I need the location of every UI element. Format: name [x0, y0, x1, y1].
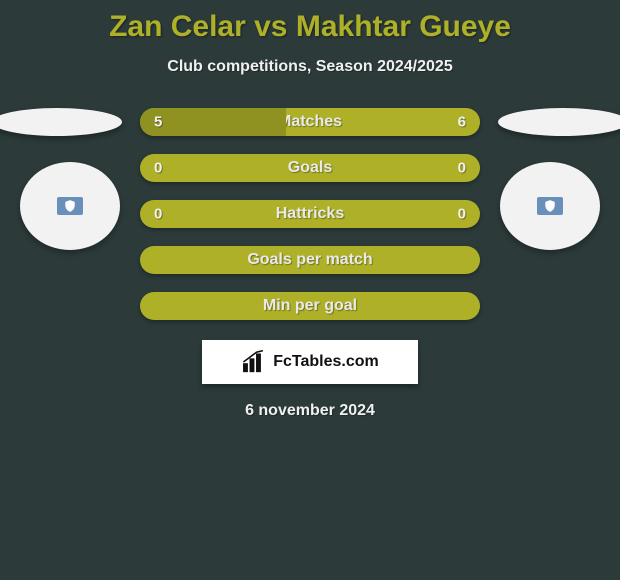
stat-label: Min per goal — [263, 297, 357, 315]
player-right-flag — [537, 197, 563, 215]
stat-label: Goals per match — [247, 251, 372, 269]
stat-value-left: 0 — [154, 160, 162, 177]
player-left-shadow — [0, 108, 122, 136]
player-right-badge — [500, 162, 600, 250]
stat-row: Goals per match — [140, 246, 480, 274]
shield-icon — [63, 199, 77, 213]
stat-value-right: 6 — [458, 114, 466, 131]
stat-value-left: 0 — [154, 206, 162, 223]
date-text: 6 november 2024 — [0, 402, 620, 420]
shield-icon — [543, 199, 557, 213]
stat-label: Hattricks — [276, 205, 344, 223]
player-left-flag — [57, 197, 83, 215]
stat-value-right: 0 — [458, 160, 466, 177]
comparison-card: Zan Celar vs Makhtar Gueye Club competit… — [0, 0, 620, 580]
stat-value-left: 5 — [154, 114, 162, 131]
stat-row: 5 Matches 6 — [140, 108, 480, 136]
player-left-badge — [20, 162, 120, 250]
stat-row: 0 Goals 0 — [140, 154, 480, 182]
stat-label: Matches — [278, 113, 342, 131]
stat-row: 0 Hattricks 0 — [140, 200, 480, 228]
stat-label: Goals — [288, 159, 332, 177]
stat-rows: 5 Matches 6 0 Goals 0 0 Hattricks 0 Goals per mat… — [140, 108, 480, 320]
comparison-body: 5 Matches 6 0 Goals 0 0 Hattricks 0 Goals per mat… — [0, 108, 620, 420]
logo-text: FcTables.com — [273, 353, 379, 371]
page-title: Zan Celar vs Makhtar Gueye — [0, 0, 620, 44]
bar-chart-icon — [241, 349, 267, 375]
subtitle: Club competitions, Season 2024/2025 — [0, 58, 620, 76]
player-right-shadow — [498, 108, 620, 136]
stat-value-right: 0 — [458, 206, 466, 223]
stat-row: Min per goal — [140, 292, 480, 320]
logo-card: FcTables.com — [202, 340, 418, 384]
